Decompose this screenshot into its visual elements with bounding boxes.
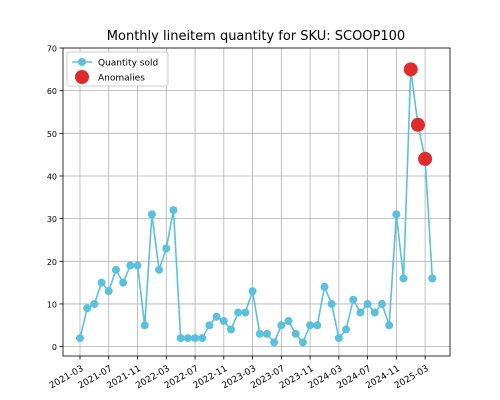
legend-label: Quantity sold xyxy=(98,59,158,69)
data-point xyxy=(76,334,84,343)
y-tick-label: 50 xyxy=(47,130,57,139)
y-tick-label: 60 xyxy=(47,87,57,96)
data-point xyxy=(241,308,250,317)
data-point xyxy=(399,274,408,283)
data-point xyxy=(90,299,99,308)
legend-marker xyxy=(75,70,89,84)
data-point xyxy=(428,274,437,283)
data-point xyxy=(385,321,394,330)
y-tick-label: 30 xyxy=(47,215,57,224)
data-point xyxy=(198,334,207,343)
data-point xyxy=(219,317,228,326)
legend-box xyxy=(66,51,169,87)
data-point xyxy=(306,321,315,330)
data-point xyxy=(191,334,200,343)
y-tick-label: 20 xyxy=(47,258,57,267)
data-point xyxy=(140,321,149,330)
data-point xyxy=(119,278,128,287)
y-tick-label: 70 xyxy=(47,45,57,54)
data-point xyxy=(205,321,214,330)
data-point xyxy=(212,312,221,321)
data-point xyxy=(291,329,300,338)
data-point xyxy=(104,287,113,296)
anomaly-point xyxy=(410,117,425,132)
anomaly-point xyxy=(418,151,433,166)
data-point xyxy=(377,299,386,308)
data-point xyxy=(97,278,106,287)
data-point xyxy=(392,210,401,219)
data-point xyxy=(126,261,135,270)
data-point xyxy=(320,282,329,291)
data-point xyxy=(176,334,185,343)
data-point xyxy=(277,321,286,330)
anomaly-point xyxy=(403,62,418,77)
data-point xyxy=(298,338,307,347)
data-point xyxy=(133,261,142,270)
data-point xyxy=(234,308,243,317)
data-point xyxy=(334,334,343,343)
data-point xyxy=(147,210,156,219)
data-point xyxy=(183,334,192,343)
y-tick-label: 10 xyxy=(47,300,57,309)
data-point xyxy=(226,325,235,334)
data-point xyxy=(262,329,271,338)
data-point xyxy=(342,325,351,334)
y-tick-label: 40 xyxy=(47,172,57,181)
legend-marker xyxy=(78,58,86,66)
data-point xyxy=(83,304,92,313)
data-point xyxy=(356,308,365,317)
data-point xyxy=(248,287,257,296)
data-point xyxy=(162,244,171,253)
data-point xyxy=(313,321,322,330)
legend-label: Anomalies xyxy=(98,74,145,84)
data-point xyxy=(284,317,293,326)
data-point xyxy=(155,265,164,274)
data-point xyxy=(349,295,358,304)
data-point xyxy=(111,265,120,274)
data-point xyxy=(255,329,264,338)
data-point xyxy=(169,206,178,215)
y-tick-label: 0 xyxy=(52,343,57,352)
data-point xyxy=(327,299,336,308)
data-point xyxy=(370,308,379,317)
data-point xyxy=(270,338,279,347)
plot-frame xyxy=(62,47,451,357)
chart-title: Monthly lineitem quantity for SKU: SCOOP… xyxy=(107,29,405,44)
data-point xyxy=(363,299,372,308)
